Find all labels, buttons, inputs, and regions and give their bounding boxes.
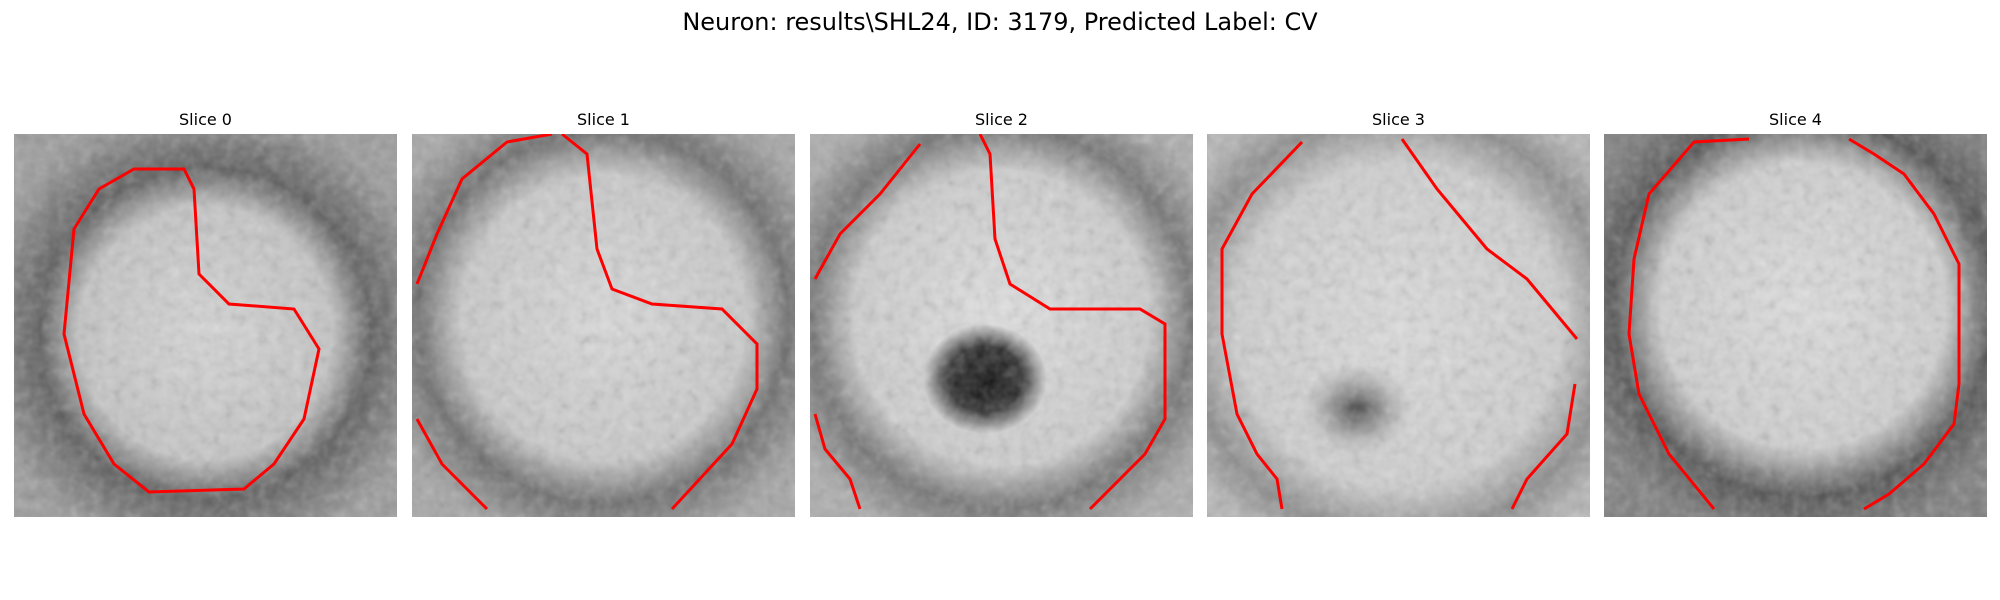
contour-line-2c xyxy=(813,413,862,510)
figure-title: Neuron: results\SHL24, ID: 3179, Predict… xyxy=(682,8,1318,36)
slice-image-0 xyxy=(14,134,397,517)
contour-line-1b xyxy=(561,134,759,511)
contour-line-3b xyxy=(1400,138,1579,340)
slice-title-2: Slice 2 xyxy=(975,110,1028,129)
slice-title-0: Slice 0 xyxy=(179,110,232,129)
contour-line-0 xyxy=(62,167,321,494)
contour-line-4a xyxy=(1627,137,1750,510)
contour-line-3a xyxy=(1220,140,1304,510)
contour-line-3c xyxy=(1510,383,1577,510)
contour-line-4b xyxy=(1848,137,1961,511)
contour-line-1c xyxy=(415,418,489,511)
contour-line-2a xyxy=(813,143,922,280)
slice-image-1 xyxy=(412,134,795,517)
slice-image-2 xyxy=(810,134,1193,517)
contour-line-1a xyxy=(415,134,553,285)
contour-line-2b xyxy=(978,134,1167,511)
slice-image-4 xyxy=(1604,134,1987,517)
slice-title-1: Slice 1 xyxy=(577,110,630,129)
slice-title-3: Slice 3 xyxy=(1372,110,1425,129)
slice-title-4: Slice 4 xyxy=(1769,110,1822,129)
slice-image-3 xyxy=(1207,134,1590,517)
